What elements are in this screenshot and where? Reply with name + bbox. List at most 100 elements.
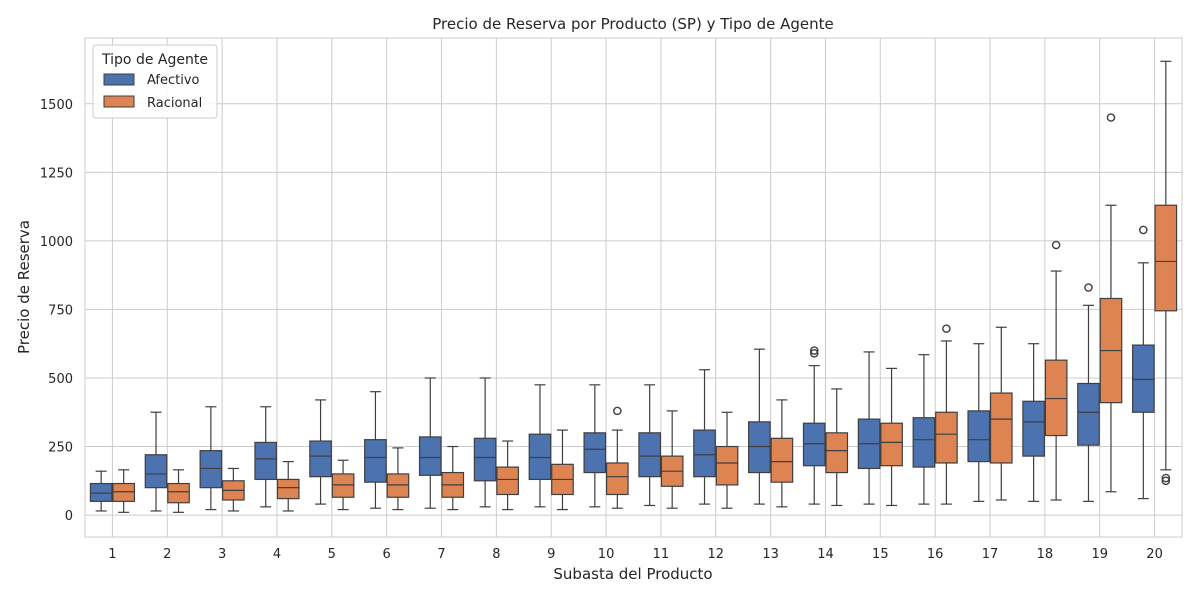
- outlier-point: [613, 406, 622, 416]
- box-racional: [770, 399, 794, 508]
- outlier-point: [942, 324, 951, 333]
- box-afectivo: [638, 384, 662, 507]
- box-afectivo: [1131, 225, 1155, 500]
- box-racional: [1099, 113, 1123, 493]
- box-iqr: [1077, 382, 1100, 446]
- box-afectivo: [418, 377, 442, 509]
- box-afectivo: [199, 406, 223, 511]
- box-iqr: [748, 421, 771, 474]
- x-tick-label: 6: [383, 547, 391, 562]
- x-tick-label: 7: [437, 547, 445, 562]
- box-iqr: [1154, 204, 1178, 312]
- box-racional: [605, 406, 629, 509]
- x-tick-label: 16: [927, 547, 944, 562]
- box-racional: [222, 467, 245, 512]
- box-racional: [715, 411, 739, 509]
- box-racional: [441, 445, 465, 511]
- y-tick-label: 1500: [40, 98, 73, 113]
- box-racional: [496, 440, 519, 511]
- box-iqr: [693, 429, 716, 478]
- box-iqr: [1131, 344, 1155, 413]
- box-iqr: [935, 411, 958, 464]
- y-axis-label: Precio de Reserva: [15, 220, 33, 354]
- box-afectivo: [89, 470, 113, 512]
- box-racional: [167, 469, 190, 513]
- x-tick-label: 3: [218, 547, 226, 562]
- x-tick-label: 13: [762, 547, 779, 562]
- y-tick-label: 1250: [40, 166, 73, 181]
- box-iqr: [309, 440, 332, 478]
- box-afectivo: [802, 346, 826, 505]
- box-racional: [880, 367, 903, 507]
- box-afectivo: [309, 399, 332, 505]
- box-iqr: [528, 433, 552, 481]
- legend-label-racional: Racional: [147, 96, 202, 111]
- x-tick-label: 19: [1091, 547, 1108, 562]
- box-iqr: [331, 473, 355, 498]
- x-tick-label: 5: [328, 547, 336, 562]
- box-iqr: [364, 439, 387, 483]
- box-afectivo: [857, 351, 881, 505]
- outlier-point: [1161, 473, 1171, 483]
- box-racional: [386, 447, 410, 511]
- box-afectivo: [967, 343, 991, 502]
- box-afectivo: [1077, 283, 1100, 502]
- box-racional: [660, 410, 684, 509]
- y-tick-label: 500: [48, 372, 73, 387]
- box-racional: [331, 459, 355, 511]
- box-racional: [276, 461, 300, 512]
- box-afectivo: [254, 406, 278, 508]
- box-iqr: [880, 422, 903, 467]
- box-iqr: [605, 462, 629, 496]
- box-iqr: [386, 473, 410, 498]
- legend-label-afectivo: Afectivo: [147, 73, 200, 88]
- box-afectivo: [693, 369, 716, 505]
- box-afectivo: [528, 384, 552, 508]
- x-tick-label: 2: [163, 547, 171, 562]
- x-tick-label: 1: [108, 547, 116, 562]
- legend-swatch-afectivo: [103, 73, 135, 86]
- box-racional: [551, 429, 574, 511]
- y-tick-label: 750: [48, 303, 73, 318]
- outlier-point: [1106, 113, 1116, 122]
- x-tick-label: 15: [872, 547, 889, 562]
- legend-title: Tipo de Agente: [101, 52, 208, 68]
- x-tick-label: 8: [492, 547, 500, 562]
- box-afectivo: [1022, 343, 1045, 502]
- x-tick-label: 14: [817, 547, 834, 562]
- x-axis-label: Subasta del Producto: [553, 565, 712, 583]
- box-iqr: [989, 392, 1013, 464]
- outlier-point: [809, 349, 819, 358]
- x-tick-label: 10: [598, 547, 615, 562]
- y-tick-label: 1000: [40, 235, 73, 250]
- plot-area: [84, 37, 1183, 538]
- box-iqr: [967, 410, 991, 463]
- outlier-point: [1161, 476, 1171, 486]
- x-tick-label: 18: [1037, 547, 1054, 562]
- box-racional: [825, 388, 849, 507]
- outlier-point: [809, 346, 819, 355]
- box-iqr: [89, 482, 113, 502]
- box-iqr: [276, 478, 300, 500]
- legend-swatch-racional: [103, 95, 135, 108]
- box-iqr: [496, 466, 519, 496]
- x-tick-label: 9: [547, 547, 555, 562]
- box-racional: [1154, 60, 1178, 486]
- box-iqr: [112, 482, 136, 502]
- x-tick-label: 20: [1146, 547, 1163, 562]
- chart-title: Precio de Reserva por Producto (SP) y Ti…: [432, 15, 833, 33]
- box-iqr: [418, 436, 442, 476]
- box-iqr: [583, 432, 607, 474]
- legend: Tipo de Agente Afectivo Racional: [92, 44, 218, 119]
- box-afectivo: [583, 384, 607, 508]
- box-iqr: [144, 454, 168, 489]
- box-iqr: [473, 437, 497, 482]
- x-tick-label: 12: [708, 547, 725, 562]
- box-iqr: [912, 417, 936, 468]
- box-afectivo: [912, 354, 936, 505]
- box-iqr: [825, 432, 849, 474]
- box-iqr: [715, 445, 739, 486]
- y-tick-labels: 0 250 500 750 1000 1250 1500: [40, 98, 73, 524]
- x-tick-labels: 1 2 3 4 5 6 7 8 9 10 11 12 13 14 15 16 17 18 19 20: [108, 547, 1163, 562]
